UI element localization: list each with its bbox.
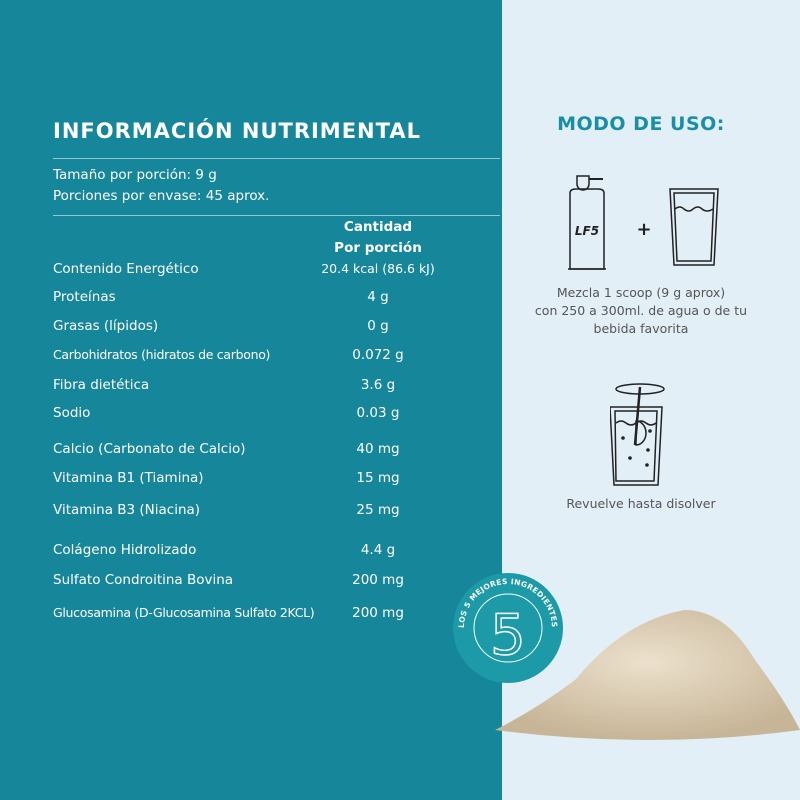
nutrient-label: Sulfato Condroitina Bovina xyxy=(53,572,234,588)
step2-text: Revuelve hasta disolver xyxy=(566,496,716,511)
nutrition-panel xyxy=(0,0,502,800)
nutrient-label: Grasas (lípidos) xyxy=(53,318,159,334)
servings-per-container: Porciones por envase: 45 aprox. xyxy=(53,188,270,204)
nutrient-label: Contenido Energético xyxy=(53,261,199,277)
nutrient-value: 25 mg xyxy=(356,502,400,518)
step1-line3: bebida favorita xyxy=(593,321,689,336)
nutrition-title: INFORMACIÓN NUTRIMENTAL xyxy=(53,119,421,143)
stir-glass-icon xyxy=(610,383,665,486)
nutrient-value: 4 g xyxy=(367,289,389,305)
nutrient-value: 4.4 g xyxy=(360,542,396,558)
plus-sign: + xyxy=(636,219,651,240)
nutrient-label: Carbohidratos (hidratos de carbono) xyxy=(53,347,271,362)
column-header: Cantidad xyxy=(343,219,413,235)
nutrient-value: 0.072 g xyxy=(352,347,404,363)
nutrient-value: 200 mg xyxy=(352,605,404,621)
nutrient-label: Glucosamina (D-Glucosamina Sulfato 2KCL) xyxy=(53,605,315,620)
container-and-glass-icon: LF5 + xyxy=(568,175,719,270)
nutrient-label: Sodio xyxy=(53,405,91,421)
nutrient-label: Vitamina B1 (Tiamina) xyxy=(53,470,204,486)
nutrient-value: 0 g xyxy=(367,318,389,334)
nutrient-value: 0.03 g xyxy=(356,405,400,421)
divider xyxy=(53,215,500,216)
nutrient-value: 15 mg xyxy=(356,470,400,486)
nutrient-label: Calcio (Carbonato de Calcio) xyxy=(53,441,246,457)
container-label: LF5 xyxy=(575,224,599,238)
column-header: Por porción xyxy=(334,240,422,256)
nutrient-value: 40 mg xyxy=(356,441,400,457)
step1-line1: Mezcla 1 scoop (9 g aprox) xyxy=(556,285,726,300)
nutrient-label: Fibra dietética xyxy=(53,377,150,393)
serving-size: Tamaño por porción: 9 g xyxy=(53,167,217,183)
step1-line2: con 250 a 300ml. de agua o de tu xyxy=(534,303,748,318)
nutrient-value: 20.4 kcal (86.6 kJ) xyxy=(321,261,435,276)
usage-title: MODO DE USO: xyxy=(557,113,725,135)
nutrient-value: 3.6 g xyxy=(360,377,396,393)
badge-number: 5 xyxy=(490,603,526,668)
powder-pile-image xyxy=(495,610,800,740)
badge-5-best-ingredients: LOS 5 MEJORES INGREDIENTES 5 xyxy=(453,573,563,683)
nutrient-value: 200 mg xyxy=(352,572,404,588)
nutrient-label: Vitamina B3 (Niacina) xyxy=(53,502,201,518)
divider xyxy=(53,158,500,159)
nutrient-label: Colágeno Hidrolizado xyxy=(53,542,197,558)
nutrient-label: Proteínas xyxy=(53,289,116,305)
